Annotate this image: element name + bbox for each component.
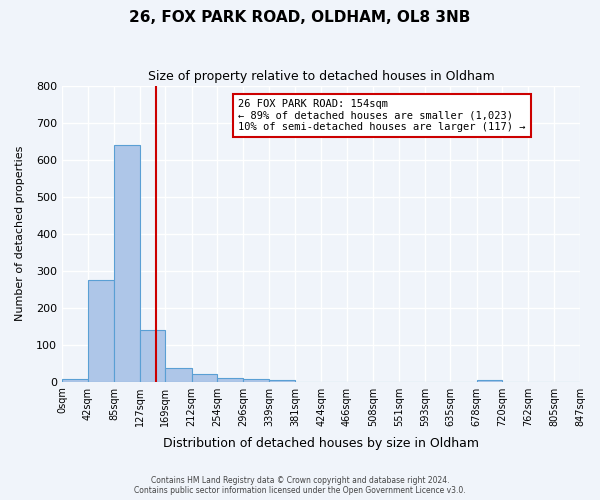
Bar bbox=[166, 368, 192, 382]
Bar bbox=[192, 374, 217, 382]
Bar bbox=[476, 380, 502, 382]
Bar bbox=[88, 280, 114, 382]
Text: 26 FOX PARK ROAD: 154sqm
← 89% of detached houses are smaller (1,023)
10% of sem: 26 FOX PARK ROAD: 154sqm ← 89% of detach… bbox=[238, 99, 526, 132]
Bar bbox=[140, 330, 166, 382]
Text: Contains HM Land Registry data © Crown copyright and database right 2024.
Contai: Contains HM Land Registry data © Crown c… bbox=[134, 476, 466, 495]
Bar bbox=[114, 145, 140, 382]
Y-axis label: Number of detached properties: Number of detached properties bbox=[15, 146, 25, 322]
Title: Size of property relative to detached houses in Oldham: Size of property relative to detached ho… bbox=[148, 70, 494, 83]
X-axis label: Distribution of detached houses by size in Oldham: Distribution of detached houses by size … bbox=[163, 437, 479, 450]
Bar bbox=[243, 379, 269, 382]
Bar bbox=[62, 378, 88, 382]
Bar bbox=[269, 380, 295, 382]
Bar bbox=[217, 378, 243, 382]
Text: 26, FOX PARK ROAD, OLDHAM, OL8 3NB: 26, FOX PARK ROAD, OLDHAM, OL8 3NB bbox=[130, 10, 470, 25]
